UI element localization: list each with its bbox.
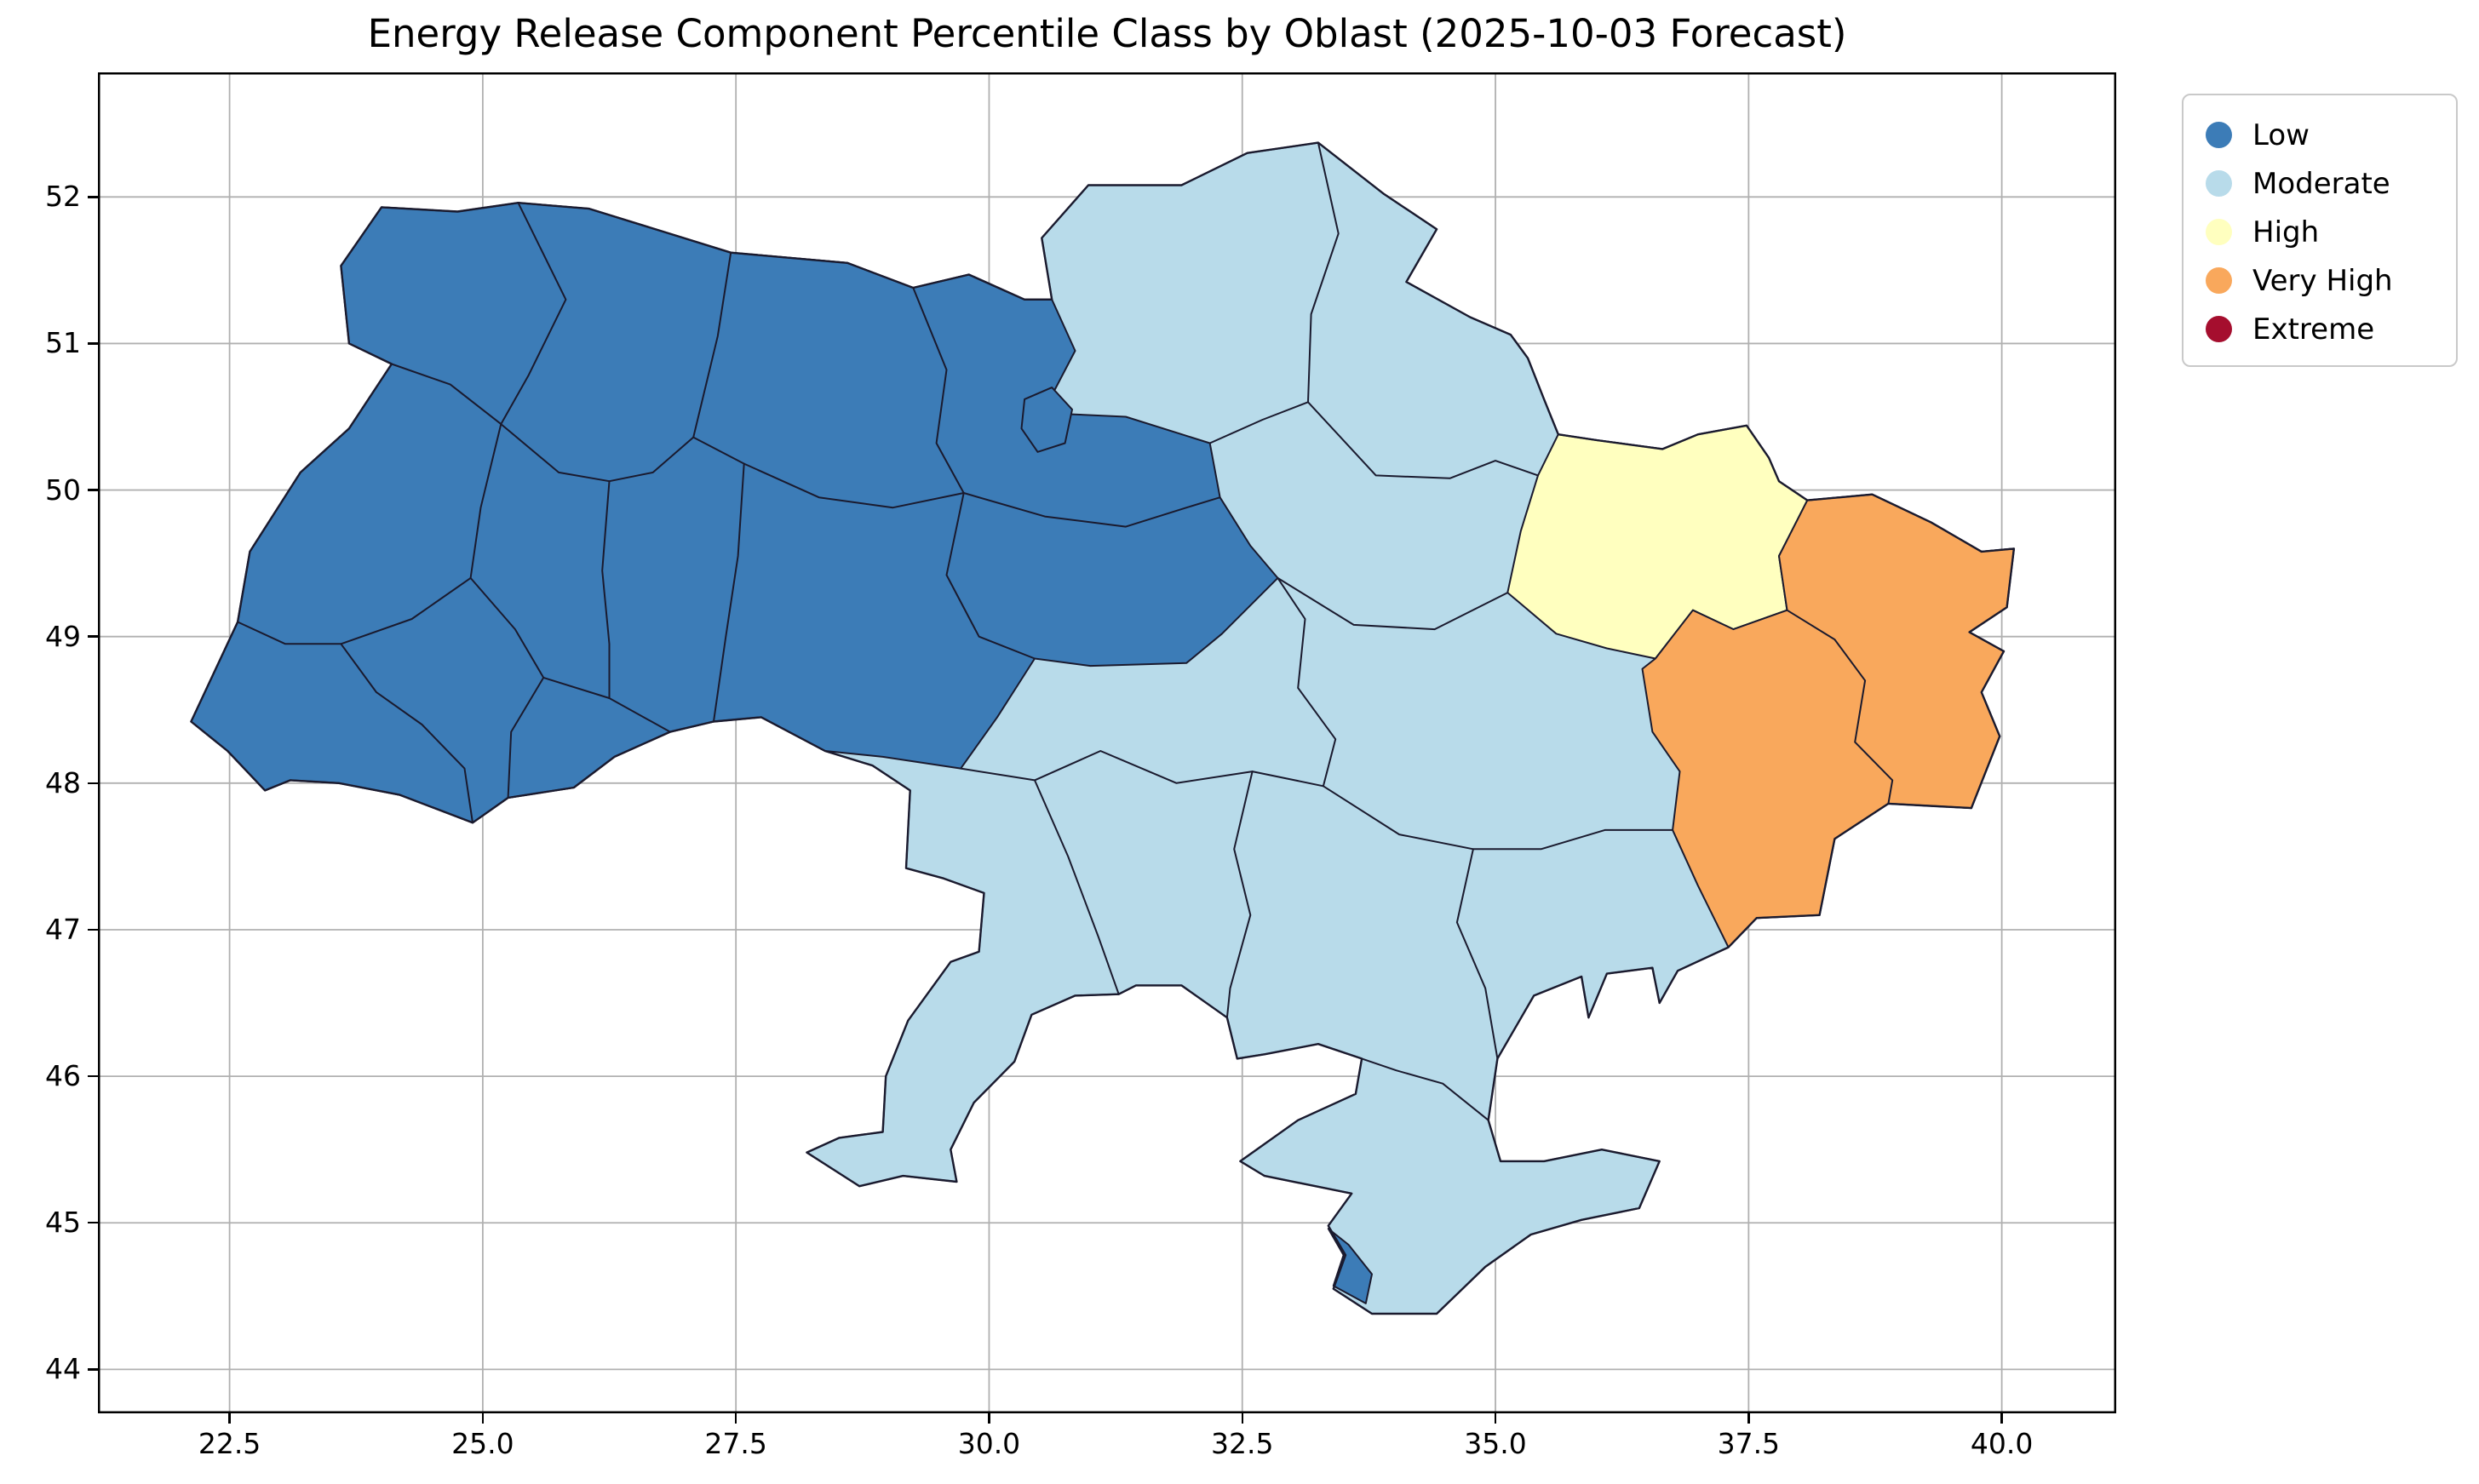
x-tick-mark	[2000, 1413, 2003, 1424]
legend-swatch-icon	[2206, 267, 2232, 294]
legend-entry-moderate: Moderate	[2183, 159, 2456, 208]
y-tick-mark	[88, 489, 98, 491]
y-tick-label: 48	[45, 765, 81, 799]
oblast-border	[1034, 779, 1120, 995]
y-tick-label: 47	[45, 912, 81, 946]
x-tick-label: 37.5	[1717, 1427, 1781, 1460]
oblast-border	[469, 423, 502, 579]
oblast-border	[1277, 576, 1337, 788]
x-tick-mark	[1747, 1413, 1750, 1424]
oblast-border	[1208, 401, 1309, 444]
oblast-border	[692, 251, 732, 438]
x-tick-label: 22.5	[198, 1427, 261, 1460]
legend-label: Extreme	[2252, 312, 2375, 347]
oblast-border	[340, 643, 473, 824]
legend-swatch-icon	[2206, 316, 2232, 342]
oblast-border	[960, 750, 1324, 788]
oblast-border	[912, 287, 965, 494]
axes-frame	[98, 72, 2116, 1413]
oblast-border	[1361, 1057, 1489, 1121]
x-tick-label: 27.5	[704, 1427, 767, 1460]
legend-swatch-icon	[2206, 170, 2232, 197]
x-tick-label: 30.0	[957, 1427, 1021, 1460]
oblast-border	[1225, 771, 1254, 1019]
y-tick-mark	[88, 782, 98, 785]
oblast-border	[713, 462, 745, 723]
x-tick-label: 35.0	[1464, 1427, 1527, 1460]
oblast-border	[601, 480, 611, 699]
legend-label: Moderate	[2252, 166, 2390, 201]
oblast-border	[1322, 785, 1674, 851]
oblast-border	[1307, 401, 1539, 479]
y-tick-label: 49	[45, 619, 81, 653]
legend-entry-high: High	[2183, 208, 2456, 256]
x-tick-mark	[228, 1413, 231, 1424]
y-tick-mark	[88, 1221, 98, 1224]
legend-label: High	[2252, 215, 2320, 249]
y-tick-mark	[88, 1074, 98, 1078]
oblast-border	[1455, 848, 1499, 1060]
y-tick-label: 50	[45, 473, 81, 507]
legend-entry-extreme: Extreme	[2183, 305, 2456, 353]
x-tick-mark	[988, 1413, 990, 1424]
oblast-border	[390, 363, 695, 483]
oblast-border	[962, 492, 1221, 528]
map-svg	[98, 72, 2116, 1413]
oblast-border	[692, 436, 965, 509]
oblast-border	[469, 576, 545, 679]
oblast-border	[507, 676, 545, 799]
legend-entry-low: Low	[2183, 111, 2456, 159]
y-tick-label: 45	[45, 1206, 81, 1240]
legend-swatch-icon	[2206, 219, 2232, 245]
legend-label: Very High	[2252, 263, 2393, 298]
oblast-border	[1307, 141, 1340, 404]
oblast-border	[500, 202, 567, 426]
x-tick-label: 32.5	[1211, 1427, 1274, 1460]
y-tick-mark	[88, 342, 98, 345]
y-tick-mark	[88, 196, 98, 198]
plot-area	[98, 72, 2116, 1413]
y-tick-label: 44	[45, 1352, 81, 1386]
x-tick-mark	[1241, 1413, 1243, 1424]
y-tick-label: 51	[45, 326, 81, 360]
x-tick-mark	[481, 1413, 485, 1424]
y-tick-mark	[88, 1368, 98, 1371]
legend: Low Moderate High Very High Extreme	[2182, 94, 2458, 367]
region-sevastopol-low	[1327, 1228, 1373, 1304]
legend-swatch-icon	[2206, 122, 2232, 148]
chart-title: Energy Release Component Percentile Clas…	[367, 11, 1847, 56]
oblast-border	[1786, 609, 1894, 805]
x-tick-label: 40.0	[1970, 1427, 2034, 1460]
x-tick-mark	[734, 1413, 737, 1424]
y-tick-mark	[88, 635, 98, 638]
oblast-border	[1277, 576, 1509, 631]
x-tick-label: 25.0	[451, 1427, 514, 1460]
legend-label: Low	[2252, 117, 2310, 152]
country-outline	[190, 141, 2016, 1315]
y-tick-label: 46	[45, 1059, 81, 1093]
x-tick-mark	[1494, 1413, 1497, 1424]
region-kyiv-city-low	[1020, 387, 1073, 453]
oblast-border	[945, 492, 1036, 660]
y-tick-label: 52	[45, 180, 81, 214]
y-tick-mark	[88, 928, 98, 931]
legend-entry-very-high: Very High	[2183, 256, 2456, 305]
